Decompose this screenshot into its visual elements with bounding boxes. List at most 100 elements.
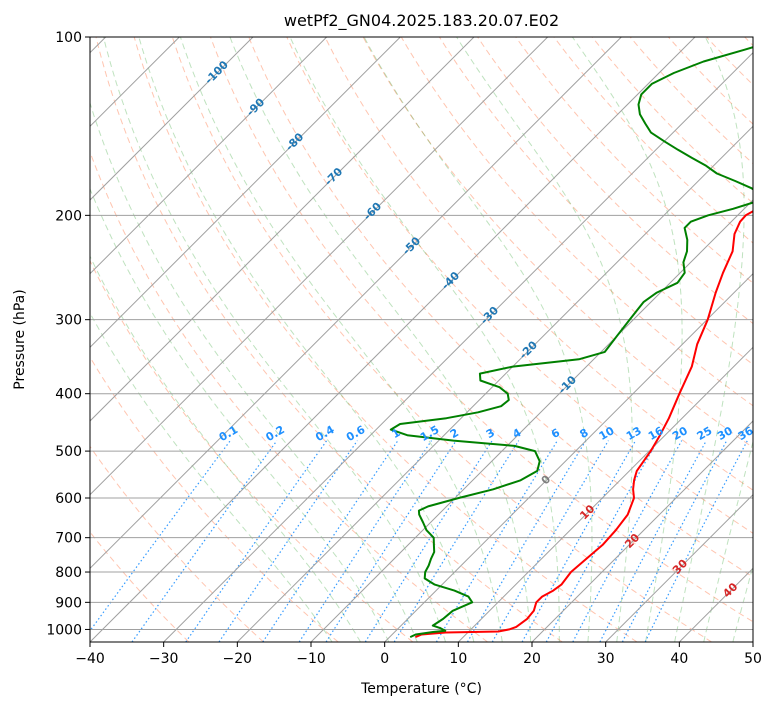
isotherm-line [90,37,328,275]
mixing-ratio-label: 16 [646,424,666,443]
isotherm-line [384,272,753,642]
dry-adiabat [210,37,753,623]
moist-adiabat [732,564,753,642]
dry-adiabats [90,37,753,642]
x-tick-label: 30 [597,651,615,667]
dry-adiabat [90,150,488,642]
isotherm-line [90,37,401,349]
moist-adiabat [138,37,475,642]
plot-area [90,37,753,642]
mixing-ratio-line [521,440,637,642]
mixing-ratio-line [393,440,520,642]
dry-adiabat [591,37,753,204]
isotherms [90,37,753,642]
y-tick-label: 800 [55,565,82,581]
x-tick-label: 40 [670,651,688,667]
dry-adiabat [400,37,753,407]
axes-frame [89,36,754,643]
moist-adiabat [102,37,446,642]
y-tick-label: 300 [55,313,82,329]
mixing-ratio-line [185,440,328,642]
y-tick-label: 600 [55,491,82,507]
y-tick-label: 400 [55,387,82,403]
dry-adiabat [95,37,563,642]
dry-adiabat [553,37,753,244]
mixing-ratio-line [262,440,399,642]
isotherm-line [90,37,549,496]
mixing-ratio-line [131,440,278,642]
moist-adiabat [229,37,532,642]
y-tick-label: 500 [55,444,82,460]
isotherm-line [236,125,753,642]
dry-adiabat [90,531,190,642]
moist-adiabat-label: 30 [670,557,690,577]
dry-adiabat [706,37,753,86]
mixing-ratio-line [466,440,587,642]
mixing-ratio-line [644,440,748,642]
mixing-ratio-line [298,440,432,642]
x-tick-label: 0 [380,651,389,667]
dewpoint-line [389,46,753,639]
x-tick-label: 50 [744,651,762,667]
mixing-ratio-line [491,440,609,642]
isotherm-line [90,37,475,422]
mixing-ratio-line [435,440,558,642]
isotherm-label: -20 [517,338,540,361]
x-axis-ticks: −40 −30 −20 −10 0 10 20 30 40 50 [75,642,762,667]
isotherm-line [163,51,753,642]
moist-adiabat-label: 10 [577,502,597,522]
moist-adiabat [179,37,503,642]
dry-adiabat [668,37,753,125]
y-tick-label: 1000 [46,622,82,638]
dry-adiabat [133,37,638,642]
mixing-ratio-label: 30 [715,424,735,443]
profile-lines [389,46,753,639]
mixing-ratio-label: 8 [577,426,590,441]
x-tick-label: −10 [296,651,326,667]
dry-adiabat [515,37,753,284]
dry-adiabat [744,37,753,47]
mixing-ratio-line [325,440,457,642]
y-axis-ticks: 100 200 300 400 500 600 700 800 900 1000 [46,30,90,638]
mixing-ratio-label: 0.1 [217,423,240,444]
isotherm-label: -50 [400,234,423,257]
y-tick-label: 100 [55,30,82,46]
moist-adiabats [90,37,753,642]
isotherm-line [457,346,753,642]
mixing-ratio-line [599,440,707,642]
chart-title: wetPf2_GN04.2025.183.20.07.E02 [284,11,559,31]
moist-adiabat [90,255,362,642]
dry-adiabat [90,259,414,642]
dry-adiabat [324,37,753,491]
isotherm-label: -60 [361,199,384,222]
x-tick-label: 20 [523,651,541,667]
y-tick-label: 700 [55,531,82,547]
mixing-ratio-label: 4 [510,426,523,441]
mixing-ratio-label: 13 [624,424,644,443]
isotherm-line [531,420,753,642]
isotherm-line [90,37,622,570]
mixing-ratio-line [218,440,358,642]
isotherm-line [752,641,753,642]
mixing-ratio-label: 2 [448,426,461,441]
mixing-ratio-label: 6 [549,426,562,441]
x-tick-label: −20 [223,651,253,667]
isotherm-label: -90 [244,95,267,118]
y-axis-label: Pressure (hPa) [12,289,28,389]
mixing-ratio-label: 25 [695,424,715,443]
x-tick-label: −40 [75,651,105,667]
moist-adiabat [90,187,390,642]
moist-adiabat [90,312,333,642]
dry-adiabat [629,37,753,165]
isotherm-line [90,37,254,201]
dry-adiabat [90,445,264,642]
temperature-line [415,210,753,639]
moist-adiabat [674,37,745,642]
dry-adiabat [477,37,753,325]
dry-adiabat [248,37,753,578]
y-tick-label: 200 [55,208,82,224]
moist-adiabat [455,37,633,642]
moist-adiabat [363,37,593,642]
moist-adiabat [90,101,418,642]
